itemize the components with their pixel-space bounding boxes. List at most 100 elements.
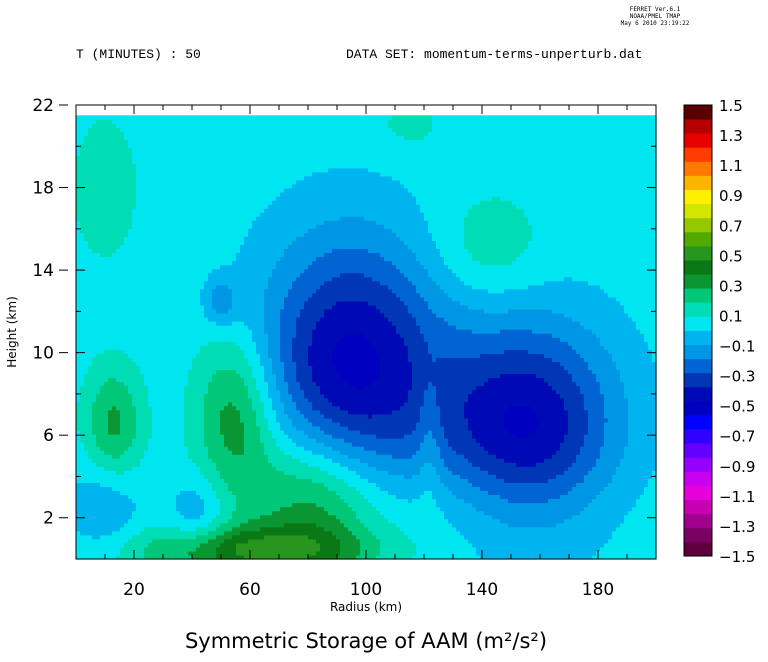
contour-cell — [372, 494, 377, 500]
contour-cell — [120, 425, 125, 431]
contour-cell — [208, 446, 213, 451]
contour-cell — [452, 546, 457, 552]
contour-cell — [188, 490, 193, 496]
contour-cell — [496, 478, 501, 483]
contour-cell — [648, 425, 653, 431]
contour-cell — [320, 550, 325, 556]
contour-cell — [244, 442, 249, 447]
contour-cell — [196, 486, 201, 492]
contour-cell — [652, 494, 657, 500]
contour-cell — [652, 478, 657, 483]
contour-cell — [532, 421, 537, 427]
contour-cell — [380, 530, 385, 536]
contour-cell — [320, 470, 325, 475]
contour-cell — [372, 478, 377, 483]
contour-cell — [412, 526, 417, 532]
contour-cell — [500, 550, 505, 556]
contour-cell — [340, 478, 345, 483]
contour-cell — [172, 534, 177, 540]
contour-cell — [412, 433, 417, 439]
contour-cell — [172, 514, 177, 520]
contour-cell — [76, 526, 81, 532]
contour-cell — [132, 433, 137, 439]
contour-cell — [280, 554, 285, 560]
contour-cell — [460, 425, 465, 431]
contour-cell — [528, 438, 533, 443]
contour-cell — [444, 446, 449, 451]
contour-cell — [440, 526, 445, 532]
contour-cell — [508, 514, 513, 520]
contour-cell — [96, 433, 101, 439]
contour-cell — [564, 466, 569, 471]
contour-cell — [456, 510, 461, 516]
contour-cell — [328, 526, 333, 532]
contour-cell — [560, 474, 565, 479]
contour-cell — [500, 534, 505, 540]
contour-cell — [224, 462, 229, 467]
contour-cell — [472, 546, 477, 552]
contour-cell — [96, 458, 101, 463]
contour-cell — [256, 438, 261, 443]
contour-cell — [640, 442, 645, 447]
contour-cell — [528, 498, 533, 504]
contour-cell — [416, 470, 421, 475]
contour-cell — [644, 546, 649, 552]
contour-cell — [420, 470, 425, 475]
contour-cell — [468, 466, 473, 471]
contour-cell — [284, 534, 289, 540]
contour-cell — [456, 522, 461, 528]
contour-cell — [236, 494, 241, 500]
contour-cell — [528, 514, 533, 520]
contour-cell — [624, 518, 629, 524]
contour-cell — [292, 433, 297, 439]
contour-cell — [408, 433, 413, 439]
contour-cell — [176, 526, 181, 532]
contour-cell — [620, 526, 625, 532]
contour-cell — [284, 458, 289, 463]
contour-cell — [340, 438, 345, 443]
contour-cell — [372, 474, 377, 479]
contour-cell — [284, 474, 289, 479]
contour-cell — [464, 421, 469, 427]
contour-cell — [496, 458, 501, 463]
contour-cell — [352, 510, 357, 516]
contour-cell — [236, 542, 241, 548]
contour-cell — [288, 546, 293, 552]
contour-cell — [560, 450, 565, 455]
contour-cell — [316, 514, 321, 520]
contour-cell — [412, 542, 417, 548]
contour-cell — [76, 425, 81, 431]
contour-cell — [240, 502, 245, 508]
contour-cell — [516, 502, 521, 508]
contour-cell — [124, 510, 129, 516]
contour-cell — [436, 538, 441, 544]
contour-cell — [452, 542, 457, 548]
contour-cell — [436, 490, 441, 496]
contour-cell — [540, 482, 545, 487]
contour-cell — [112, 442, 117, 447]
contour-cell — [92, 502, 97, 508]
contour-cell — [404, 538, 409, 544]
contour-cell — [80, 454, 85, 459]
contour-cell — [564, 438, 569, 443]
contour-cell — [116, 474, 121, 479]
contour-cell — [396, 462, 401, 467]
contour-cell — [648, 538, 653, 544]
contour-cell — [128, 429, 133, 435]
contour-cell — [560, 510, 565, 516]
contour-cell — [276, 482, 281, 487]
contour-cell — [220, 538, 225, 544]
contour-cell — [460, 486, 465, 492]
contour-cell — [452, 534, 457, 540]
contour-cell — [104, 438, 109, 443]
contour-cell — [640, 494, 645, 500]
contour-cell — [244, 466, 249, 471]
contour-cell — [504, 421, 509, 427]
contour-cell — [368, 474, 373, 479]
contour-cell — [424, 474, 429, 479]
contour-cell — [228, 458, 233, 463]
contour-cell — [552, 526, 557, 532]
contour-cell — [640, 446, 645, 451]
contour-cell — [540, 506, 545, 512]
contour-cell — [556, 514, 561, 520]
